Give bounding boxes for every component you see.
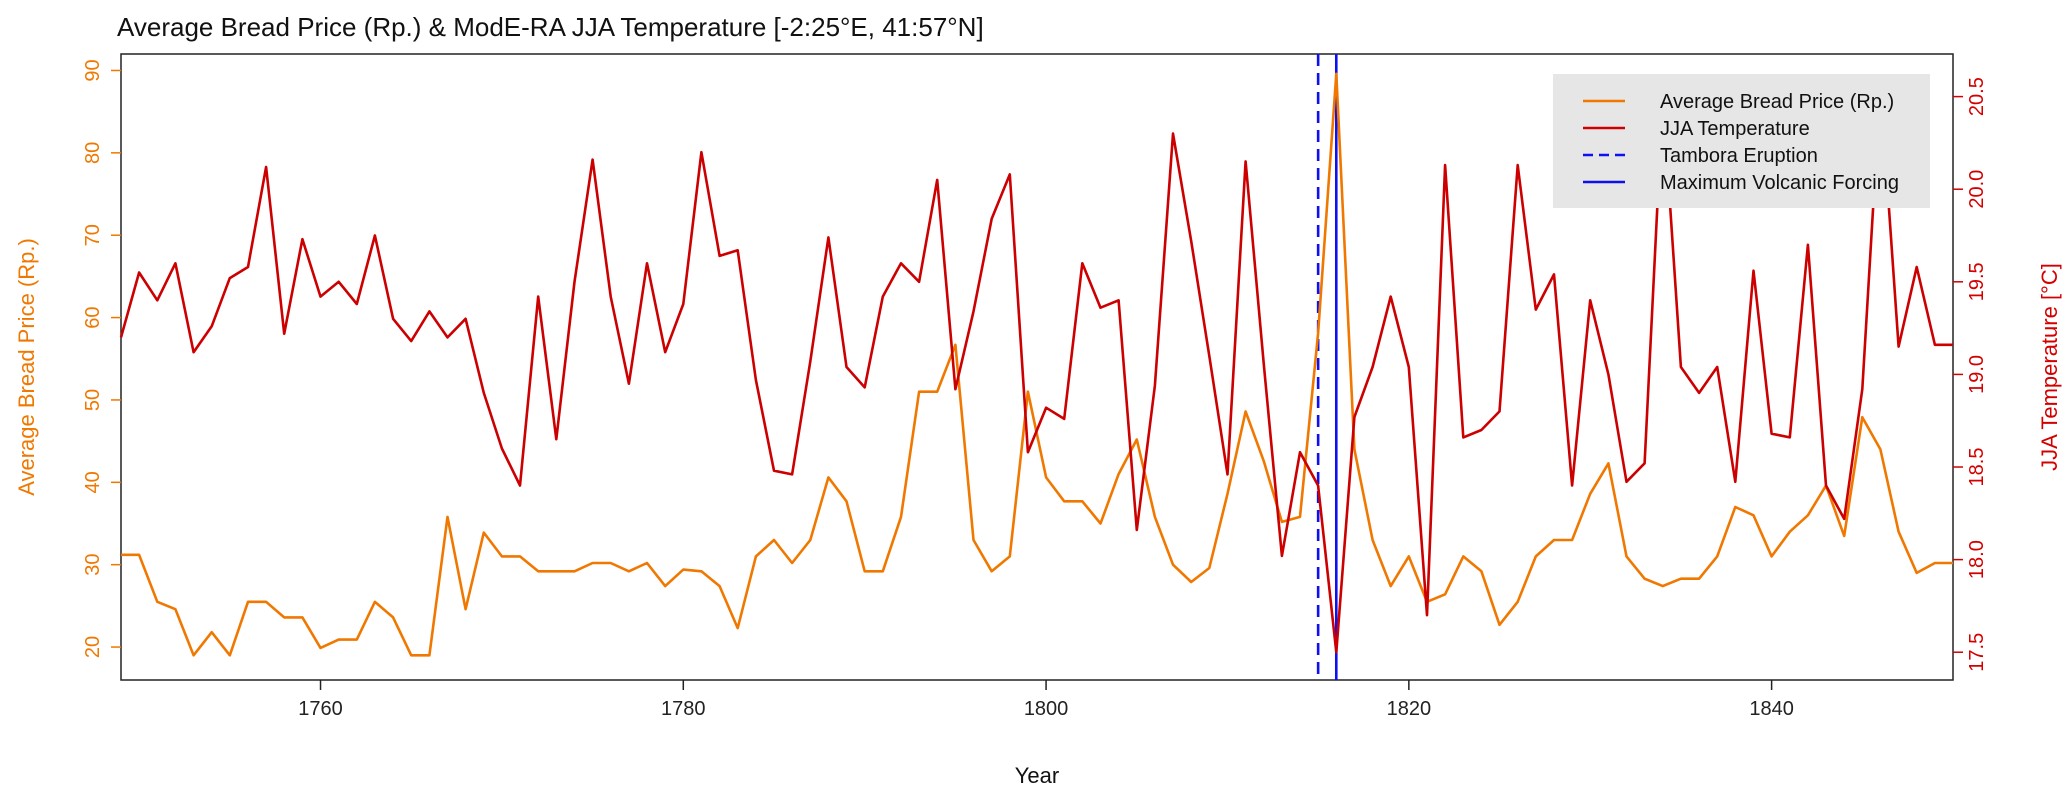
y-axis-right-label: JJA Temperature [°C]	[2037, 263, 2062, 471]
y-left-tick-label: 30	[82, 554, 104, 576]
y-axis-left-label: Average Bread Price (Rp.)	[14, 238, 39, 496]
vertical-lines	[1316, 54, 1338, 680]
y-axis-right: 17.5 18.0 18.5 19.0 19.5 20.0 20.5	[1953, 77, 1988, 672]
x-tick-label: 1760	[298, 698, 343, 720]
y-right-tick-label: 18.0	[1966, 540, 1988, 579]
chart-title: Average Bread Price (Rp.) & ModE-RA JJA …	[117, 12, 984, 42]
plot-area-frame	[120, 53, 1954, 681]
y-right-tick-label: 19.0	[1966, 355, 1988, 394]
x-tick-label: 1820	[1387, 698, 1432, 720]
x-tick-label: 1800	[1024, 698, 1069, 720]
y-right-tick-label: 19.5	[1966, 262, 1988, 301]
y-right-tick-label: 20.0	[1966, 170, 1988, 209]
y-axis-left: 20 30 40 50 60 70 80 90	[82, 59, 121, 658]
y-left-tick-label: 70	[82, 224, 104, 246]
y-right-tick-label: 20.5	[1966, 77, 1988, 116]
y-left-tick-label: 60	[82, 306, 104, 328]
legend-label: Maximum Volcanic Forcing	[1660, 172, 1899, 194]
x-axis: 1760 1780 1800 1820 1840	[298, 680, 1794, 720]
series-lines	[119, 72, 1953, 657]
legend-label: Average Bread Price (Rp.)	[1660, 91, 1894, 113]
y-left-tick-label: 90	[82, 59, 104, 81]
y-right-tick-label: 18.5	[1966, 448, 1988, 487]
y-left-tick-label: 20	[82, 636, 104, 658]
y-left-tick-label: 50	[82, 389, 104, 411]
y-left-tick-label: 80	[82, 142, 104, 164]
x-tick-label: 1840	[1749, 698, 1794, 720]
y-right-tick-label: 17.5	[1966, 633, 1988, 672]
legend-box	[1553, 74, 1930, 208]
legend-label: Tambora Eruption	[1660, 145, 1818, 167]
jja-temperature-line	[119, 84, 1953, 654]
bread-price-line	[121, 72, 1953, 657]
legend: Average Bread Price (Rp.) JJA Temperature…	[1553, 74, 1930, 208]
y-left-tick-label: 40	[82, 471, 104, 493]
x-tick-label: 1780	[661, 698, 706, 720]
x-axis-label: Year	[1015, 763, 1059, 788]
legend-label: JJA Temperature	[1660, 118, 1810, 140]
